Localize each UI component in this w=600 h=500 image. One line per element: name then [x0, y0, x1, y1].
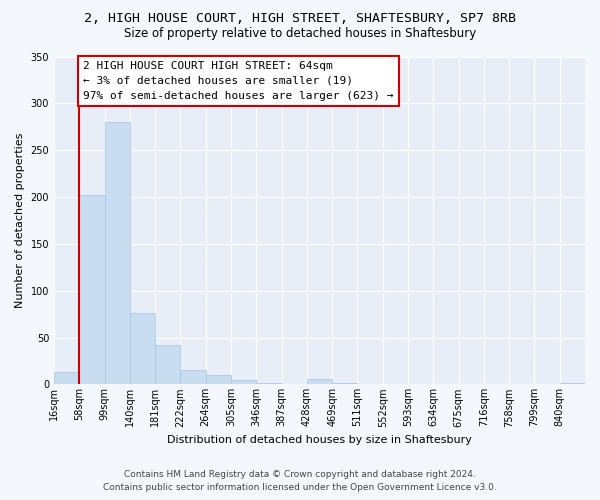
- Bar: [181, 370, 206, 384]
- Text: 2, HIGH HOUSE COURT, HIGH STREET, SHAFTESBURY, SP7 8RB: 2, HIGH HOUSE COURT, HIGH STREET, SHAFTE…: [84, 12, 516, 26]
- Bar: [79, 195, 104, 384]
- Bar: [155, 345, 181, 385]
- Bar: [206, 375, 231, 384]
- Bar: [231, 380, 256, 384]
- Bar: [560, 382, 585, 384]
- Bar: [54, 372, 79, 384]
- Text: 2 HIGH HOUSE COURT HIGH STREET: 64sqm
← 3% of detached houses are smaller (19)
9: 2 HIGH HOUSE COURT HIGH STREET: 64sqm ← …: [83, 61, 394, 101]
- Text: Size of property relative to detached houses in Shaftesbury: Size of property relative to detached ho…: [124, 28, 476, 40]
- Bar: [307, 379, 332, 384]
- X-axis label: Distribution of detached houses by size in Shaftesbury: Distribution of detached houses by size …: [167, 435, 472, 445]
- Bar: [104, 122, 130, 384]
- Bar: [130, 313, 155, 384]
- Text: Contains HM Land Registry data © Crown copyright and database right 2024.
Contai: Contains HM Land Registry data © Crown c…: [103, 470, 497, 492]
- Y-axis label: Number of detached properties: Number of detached properties: [15, 133, 25, 308]
- Bar: [256, 382, 281, 384]
